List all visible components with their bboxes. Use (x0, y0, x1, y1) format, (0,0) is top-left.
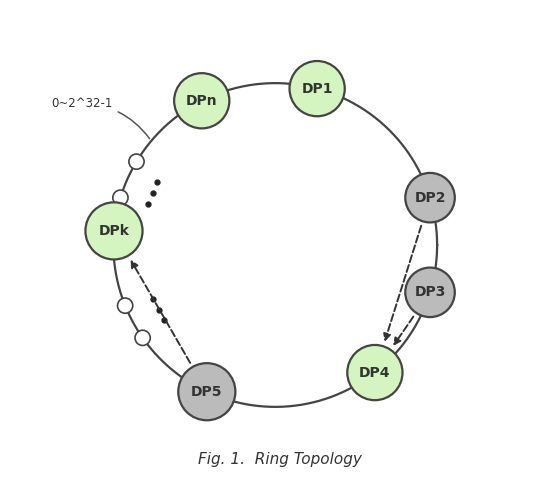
Text: 0~2^32-1: 0~2^32-1 (52, 97, 150, 139)
Circle shape (347, 345, 403, 400)
Text: DP2: DP2 (414, 191, 446, 205)
Circle shape (113, 190, 128, 205)
Text: DPn: DPn (186, 94, 218, 108)
Text: DPk: DPk (99, 224, 129, 238)
Circle shape (290, 61, 345, 116)
Circle shape (405, 268, 455, 317)
Circle shape (86, 202, 143, 260)
Text: DP4: DP4 (359, 366, 391, 380)
Circle shape (174, 73, 230, 128)
Text: DP1: DP1 (301, 82, 333, 96)
Text: Fig. 1.  Ring Topology: Fig. 1. Ring Topology (198, 452, 362, 467)
Circle shape (129, 154, 144, 169)
Text: DP3: DP3 (414, 285, 446, 299)
Circle shape (405, 173, 455, 222)
Circle shape (135, 330, 150, 345)
Text: DP5: DP5 (191, 385, 222, 399)
Circle shape (118, 298, 133, 313)
Circle shape (178, 363, 235, 420)
